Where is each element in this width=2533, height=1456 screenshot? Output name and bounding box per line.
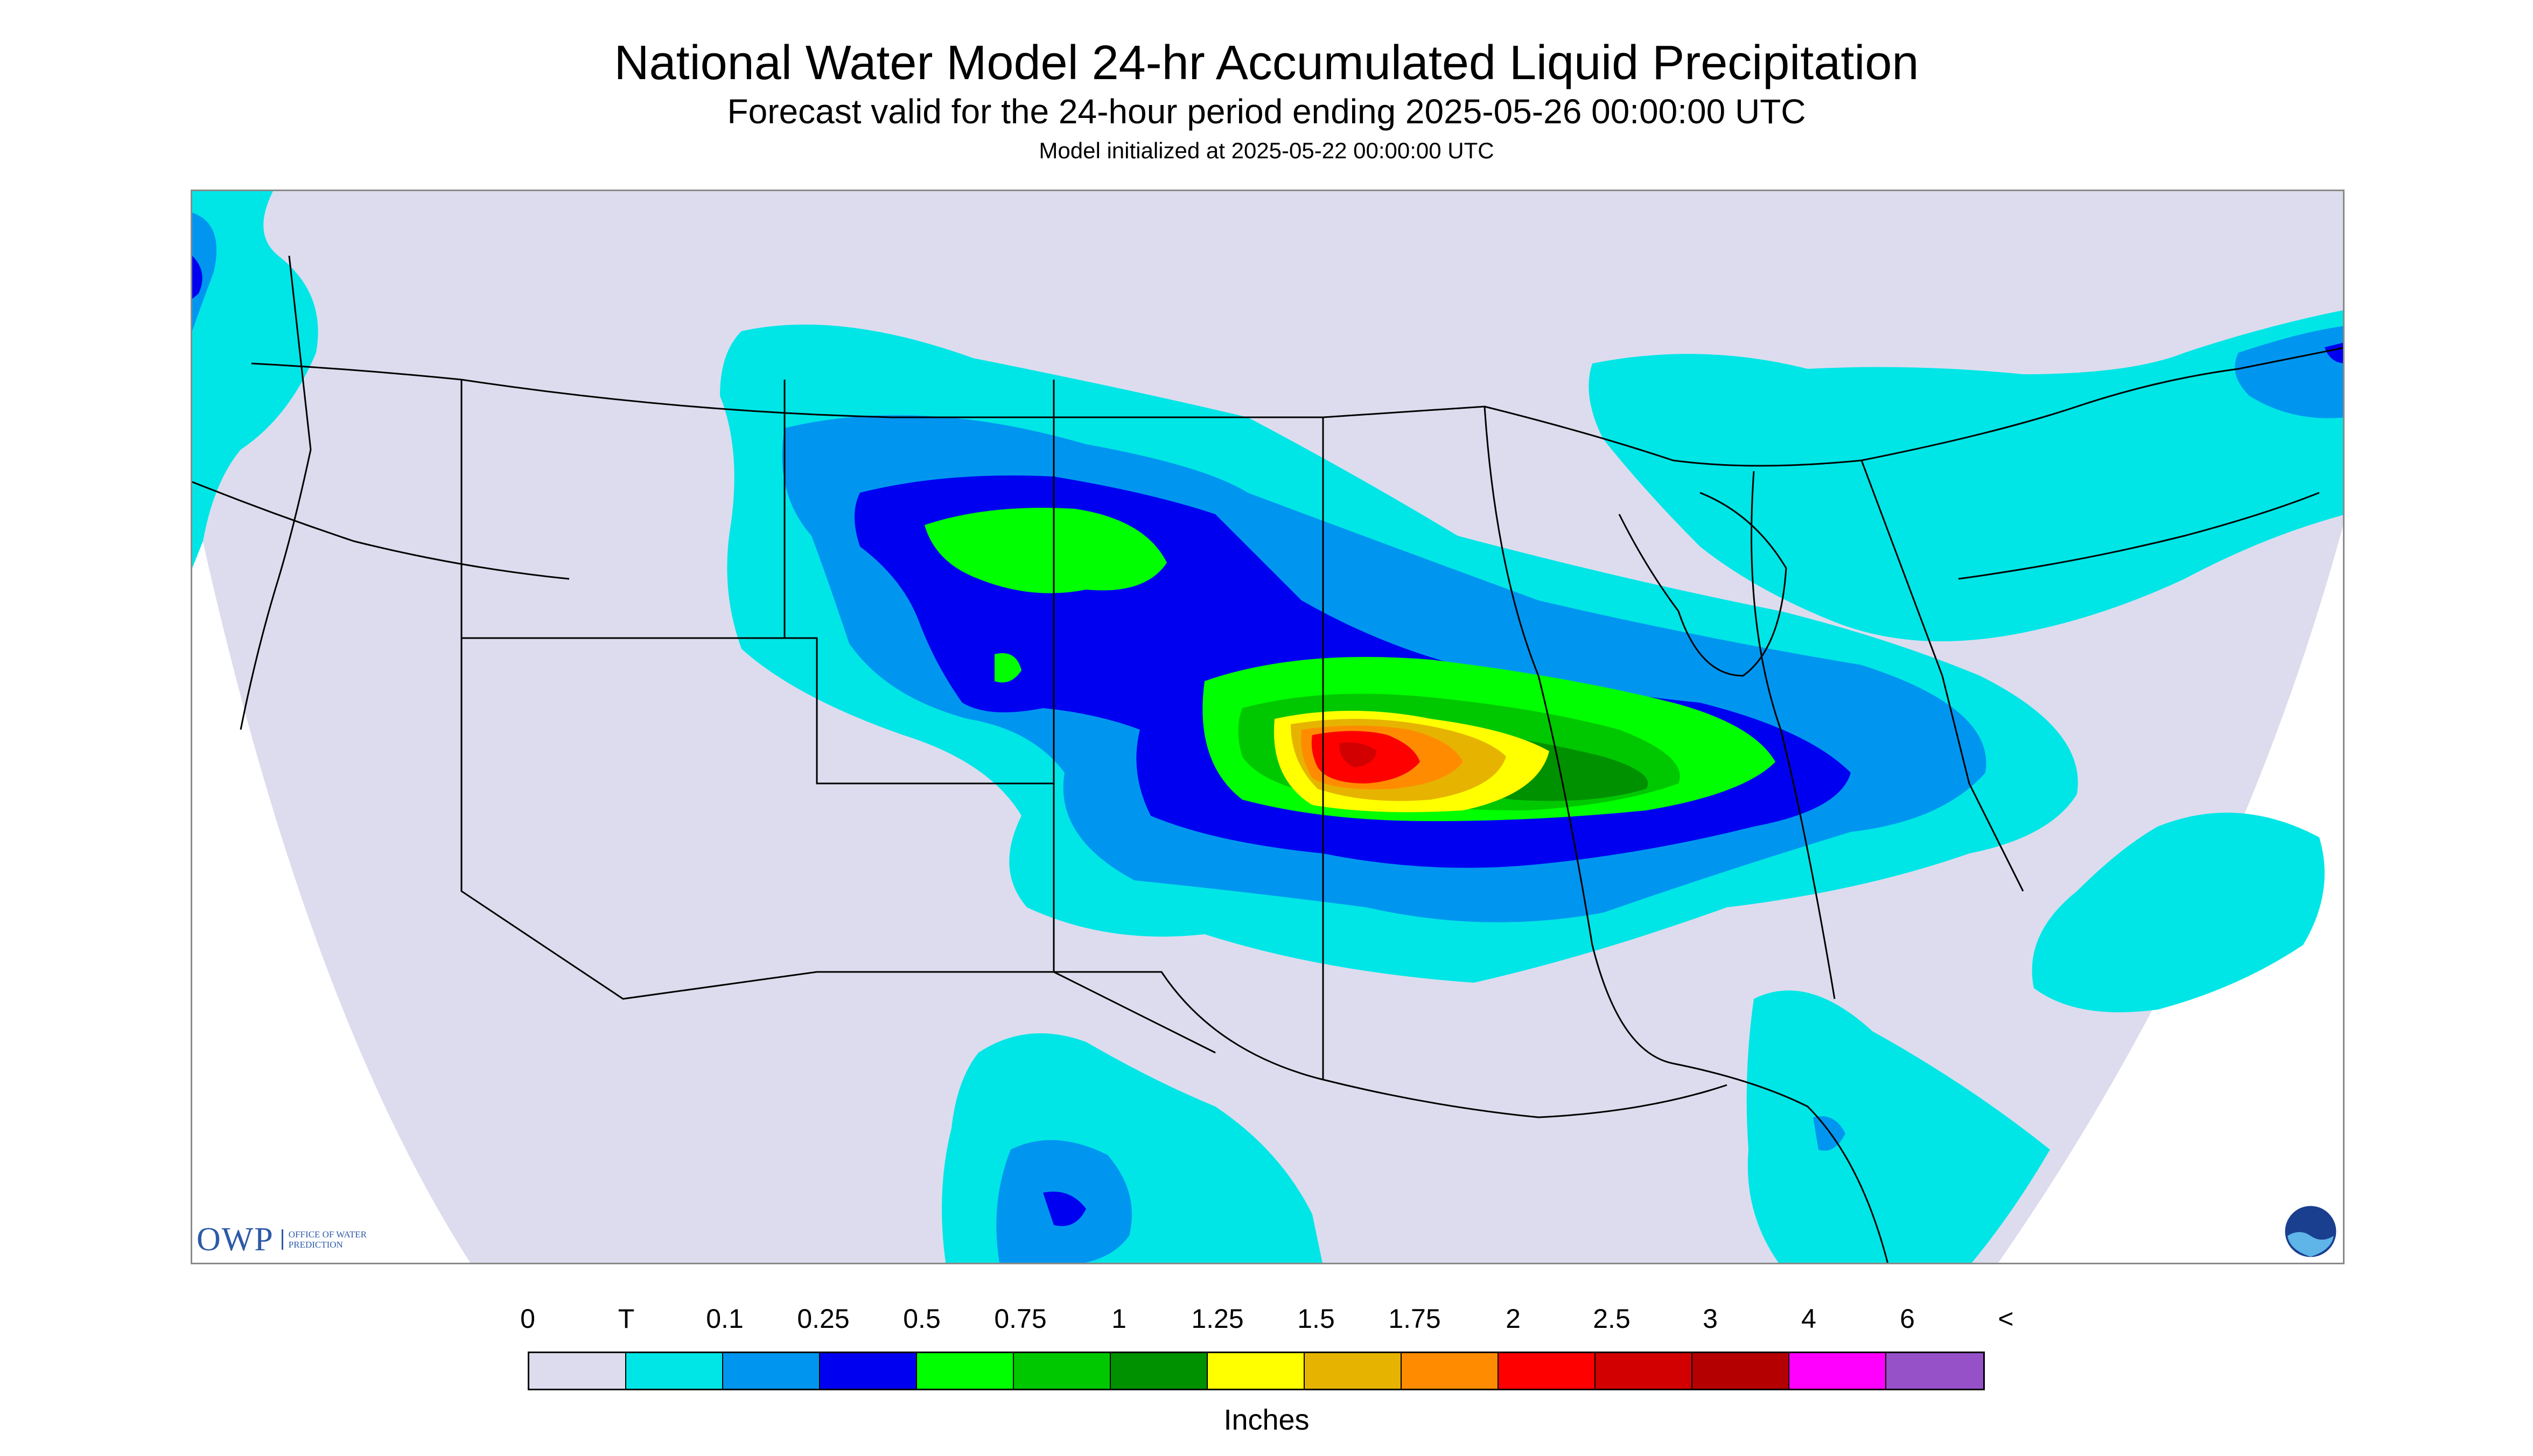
map-title: National Water Model 24-hr Accumulated L…	[614, 36, 1919, 90]
owp-logo-mark: OWP	[197, 1221, 274, 1258]
legend-tick-label: 1	[1111, 1304, 1126, 1334]
legend-tick-label: 1.75	[1388, 1304, 1441, 1334]
northern-plains-precip	[720, 324, 2078, 983]
owp-logo: OWP OFFICE OF WATER PREDICTION	[197, 1218, 369, 1261]
legend-tick-label: 0.5	[903, 1304, 941, 1334]
legend-tick-label: 6	[1900, 1304, 1915, 1334]
legend-tick-labels: 0 T 0.1 0.25 0.5 0.75 1 1.25 1.5 1.75 2 2.5 3 4 6 <	[0, 1303, 2533, 1341]
legend-swatch	[1111, 1353, 1208, 1389]
pacific-nw-precip	[192, 191, 318, 568]
legend-swatch	[820, 1353, 917, 1389]
legend-tick-label: 2.5	[1593, 1304, 1631, 1334]
legend-swatch	[1208, 1353, 1305, 1389]
legend-unit-label: Inches	[1223, 1404, 1310, 1436]
legend-swatch	[626, 1353, 723, 1389]
model-init-text: Model initialized at 2025-05-22 00:00:00…	[1039, 138, 1494, 163]
legend-tick-label: 1.5	[1297, 1304, 1335, 1334]
mexico-precip	[942, 1033, 1323, 1263]
legend-swatch	[1692, 1353, 1789, 1389]
owp-logo-name: OFFICE OF WATER PREDICTION	[281, 1229, 369, 1250]
legend-tick-label: 0	[520, 1304, 535, 1334]
legend-swatch	[1499, 1353, 1596, 1389]
legend-tick-label: 0.75	[994, 1304, 1047, 1334]
legend-swatch	[1886, 1353, 1983, 1389]
legend-tick-label: 3	[1703, 1304, 1718, 1334]
precipitation-map	[191, 190, 2345, 1264]
legend-tick-label: 4	[1801, 1304, 1816, 1334]
legend-tick-label: T	[618, 1304, 635, 1334]
legend-tick-label: 0.25	[797, 1304, 850, 1334]
florida-precip	[1746, 990, 2050, 1263]
legend-tick-label: <	[1998, 1304, 2014, 1334]
legend-swatch	[723, 1353, 820, 1389]
political-boundaries	[192, 255, 2343, 1263]
legend-tick-label: 1.25	[1191, 1304, 1244, 1334]
legend-swatch	[1402, 1353, 1499, 1389]
atlantic-precip	[2032, 813, 2325, 1012]
legend-swatch	[1305, 1353, 1402, 1389]
map-subtitle: Forecast valid for the 24-hour period en…	[727, 92, 1806, 131]
legend-tick-label: 2	[1506, 1304, 1521, 1334]
northeast-precip	[1589, 310, 2343, 641]
noaa-logo	[2283, 1204, 2338, 1259]
map-svg	[192, 191, 2343, 1263]
legend-swatch	[1014, 1353, 1111, 1389]
legend-tick-label: 0.1	[706, 1304, 744, 1334]
legend-colorbar	[528, 1352, 1985, 1390]
legend-swatch	[917, 1353, 1014, 1389]
legend-swatch	[1596, 1353, 1692, 1389]
legend-swatch	[529, 1353, 626, 1389]
legend-swatch	[1789, 1353, 1886, 1389]
